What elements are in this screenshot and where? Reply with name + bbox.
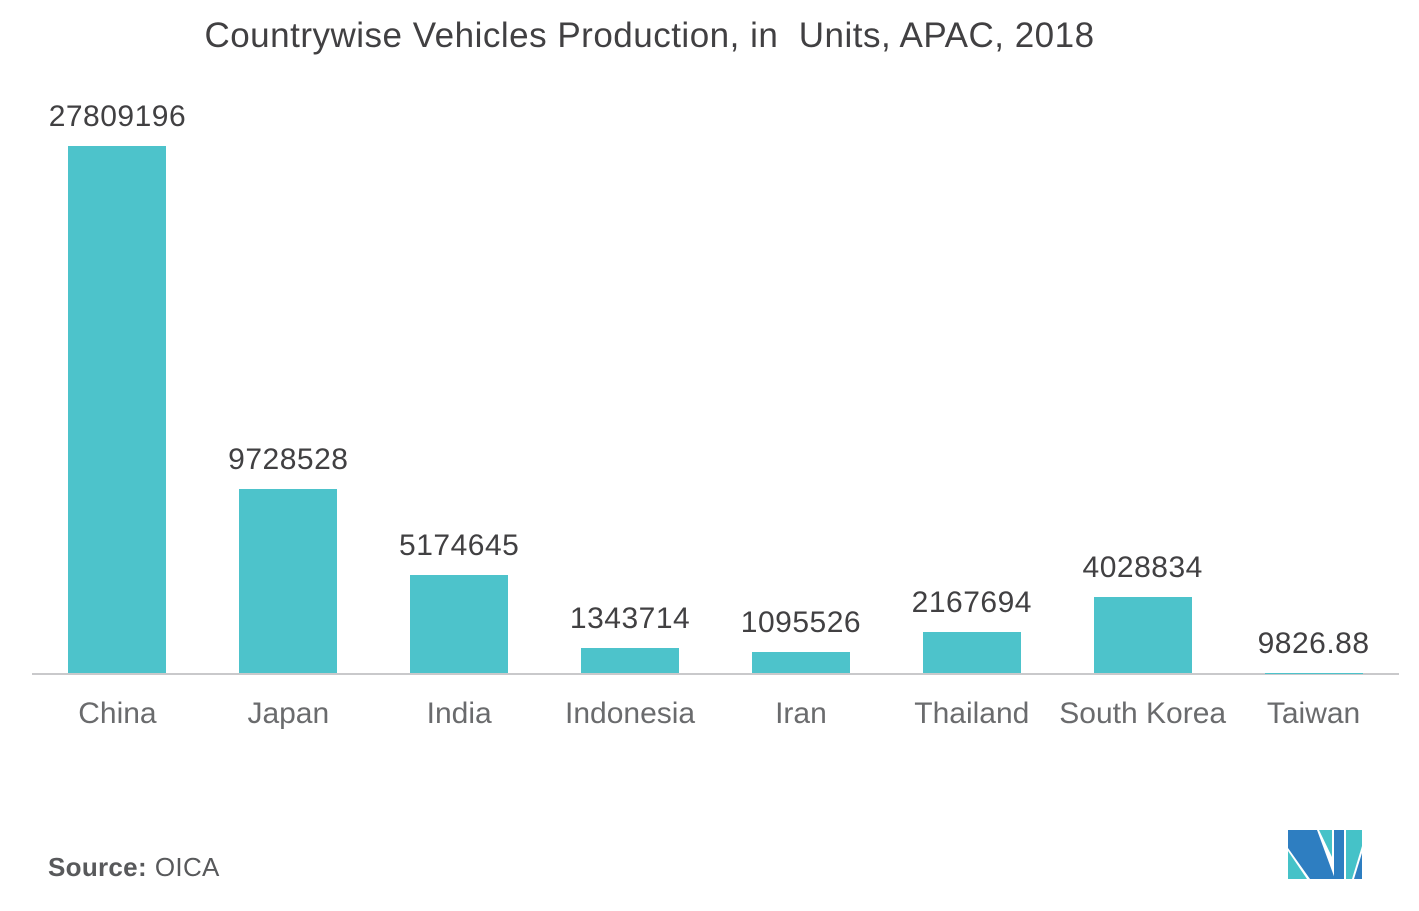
logo-left-bottom-wedge — [1288, 851, 1307, 879]
bar-group-indonesia: 1343714 — [545, 602, 716, 673]
category-label-thailand: Thailand — [914, 697, 1030, 730]
bar-japan — [239, 488, 338, 673]
mordor-intelligence-logo — [1288, 830, 1362, 879]
logo-left-diagonal-shape — [1288, 830, 1335, 879]
category-label-south-korea: South Korea — [1059, 697, 1227, 730]
bar-value-label-taiwan: 9826.88 — [1257, 626, 1370, 660]
source-label: Source: — [48, 852, 147, 882]
bar-group-south-korea: 4028834 — [1057, 551, 1228, 673]
chart-title: Countrywise Vehicles Production, in Unit… — [204, 16, 1095, 55]
bar-china — [68, 146, 167, 673]
source-note: Source: OICA — [48, 852, 220, 883]
bar-value-label-china: 27809196 — [48, 100, 187, 133]
bar-value-label-japan: 9728528 — [228, 442, 349, 476]
category-axis: China Japan India Indonesia Iran Thailand Sout… — [32, 691, 1399, 736]
bar-iran — [751, 652, 850, 673]
category-label-iran: Iran — [775, 697, 827, 730]
bar-group-china: 27809196 — [32, 100, 203, 673]
bar-value-label-indonesia: 1343714 — [569, 601, 691, 635]
logo-right-parallelogram — [1346, 830, 1362, 879]
bars-area: 27809196 9728528 5174645 1343714 1095526 2167… — [32, 87, 1399, 673]
bar-chart: 27809196 9728528 5174645 1343714 1095526 2167… — [32, 87, 1399, 736]
category-label-india: India — [426, 697, 492, 730]
category-label-taiwan: Taiwan — [1266, 697, 1361, 730]
bar-group-taiwan: 9826.88 — [1228, 627, 1399, 673]
bar-india — [410, 574, 509, 673]
bar-group-thailand: 2167694 — [886, 586, 1057, 673]
category-label-china: China — [78, 697, 157, 730]
bar-south-korea — [1093, 596, 1192, 673]
logo-right-bottom-triangle — [1354, 853, 1362, 879]
bar-value-label-thailand: 2167694 — [911, 585, 1032, 619]
bar-group-india: 5174645 — [374, 529, 545, 673]
logo-middle-wedge — [1319, 830, 1332, 857]
bar-group-japan: 9728528 — [203, 443, 374, 673]
category-label-japan: Japan — [247, 697, 330, 730]
source-value: OICA — [154, 852, 220, 882]
category-label-indonesia: Indonesia — [565, 697, 696, 730]
bar-indonesia — [581, 647, 680, 673]
bar-group-iran: 1095526 — [716, 606, 887, 673]
bar-value-label-iran: 1095526 — [740, 606, 862, 640]
bar-value-label-south-korea: 4028834 — [1082, 550, 1203, 584]
logo-vertical-bar — [1334, 830, 1344, 879]
bar-value-label-india: 5174645 — [399, 528, 520, 562]
bar-thailand — [922, 631, 1021, 673]
x-axis-line — [32, 673, 1399, 675]
